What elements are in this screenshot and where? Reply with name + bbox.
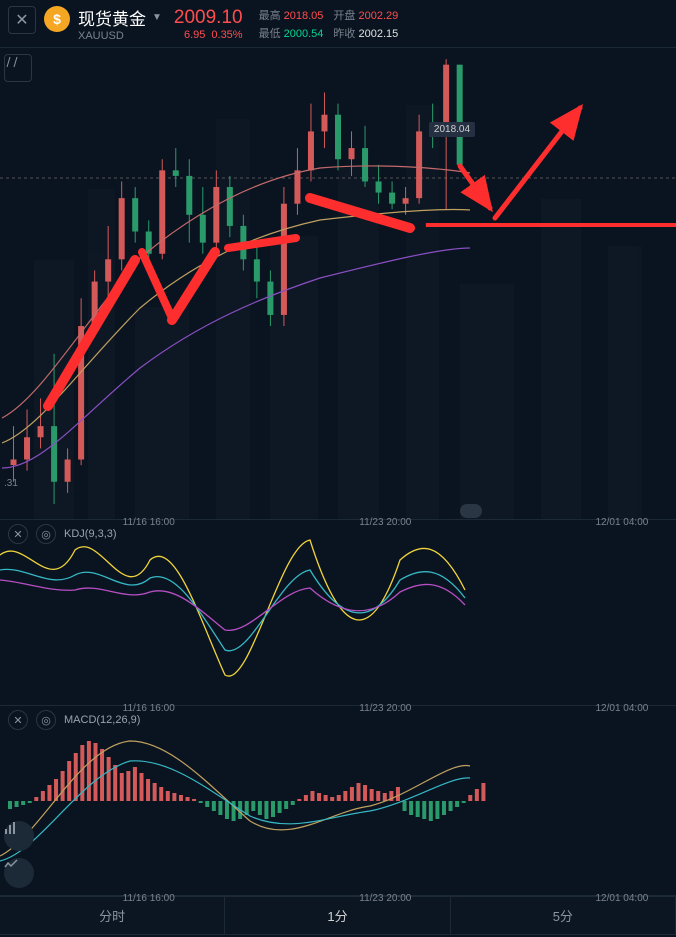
header-bar: ✕ $ 现货黄金 ▼ XAUUSD 2009.10 6.95 0.35% 最高 … — [0, 0, 676, 48]
low-label: 最低 — [259, 28, 281, 40]
prev-value: 2002.15 — [358, 28, 398, 40]
main-chart-svg — [0, 48, 676, 504]
kdj-panel[interactable]: ✕ ◎ KDJ(9,3,3) 11/16 16:0011/23 20:0012/… — [0, 520, 676, 706]
indicator-picker-icon[interactable] — [4, 821, 34, 851]
change-pct: 0.35% — [211, 29, 242, 41]
high-label: 最高 — [259, 10, 281, 22]
asset-symbol: XAUUSD — [78, 30, 162, 42]
asset-name: 现货黄金 — [78, 5, 146, 30]
high-value: 2018.05 — [284, 10, 324, 22]
x-tick: 11/16 16:00 — [123, 893, 175, 904]
prev-label: 昨收 — [333, 28, 355, 40]
main-chart-panel[interactable]: 2018.04 .31 11/16 16:0011/23 20:0012/01 … — [0, 48, 676, 520]
left-scale-frag: .31 — [4, 478, 18, 489]
kdj-svg — [0, 520, 676, 690]
open-value: 2002.29 — [358, 10, 398, 22]
low-value: 2000.54 — [284, 28, 324, 40]
last-price: 2009.10 — [174, 7, 243, 29]
timeframe-tab[interactable]: 1分 — [225, 897, 450, 934]
x-tick: 11/23 20:00 — [359, 893, 411, 904]
close-icon[interactable]: ✕ — [8, 6, 36, 34]
x-tick: 12/01 04:00 — [595, 893, 648, 904]
open-label: 开盘 — [333, 10, 355, 22]
macd-svg — [0, 706, 676, 882]
asset-coin-icon: $ — [44, 6, 70, 32]
macd-panel[interactable]: ✕ ◎ MACD(12,26,9) 11/16 16:0011/23 20:00… — [0, 706, 676, 896]
change-abs: 6.95 — [184, 29, 205, 41]
price-callout: 2018.04 — [429, 122, 475, 137]
fullscreen-icon[interactable] — [4, 858, 34, 888]
timeframe-tabs: 分时1分5分 — [0, 896, 676, 934]
scroll-pill[interactable] — [460, 504, 482, 518]
timeframe-tab[interactable]: 分时 — [0, 897, 225, 934]
dropdown-icon[interactable]: ▼ — [152, 12, 162, 23]
